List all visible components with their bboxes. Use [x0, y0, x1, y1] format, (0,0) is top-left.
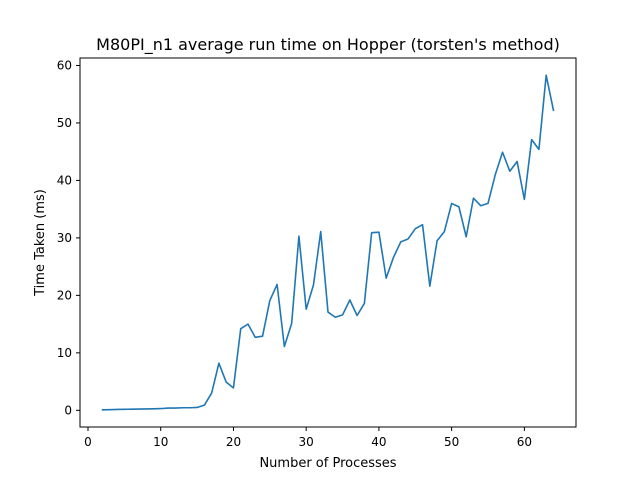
data-point: [487, 203, 489, 205]
data-point: [298, 235, 300, 237]
x-tick-label: 30: [299, 435, 314, 449]
data-point: [342, 314, 344, 316]
data-point: [422, 224, 424, 226]
data-point: [160, 408, 162, 410]
data-point: [364, 303, 366, 305]
data-point: [393, 257, 395, 259]
data-point: [371, 232, 373, 234]
data-point: [153, 408, 155, 410]
data-point: [284, 346, 286, 348]
data-point: [276, 284, 278, 286]
data-point: [502, 151, 504, 153]
data-point: [414, 228, 416, 230]
y-tick-label: 50: [57, 116, 72, 130]
data-point: [429, 285, 431, 287]
data-point: [204, 404, 206, 406]
y-tick-label: 20: [57, 288, 72, 302]
data-point: [138, 408, 140, 410]
data-point: [262, 335, 264, 337]
data-point: [349, 299, 351, 301]
x-tick-label: 10: [153, 435, 168, 449]
data-point: [167, 407, 169, 409]
data-point: [465, 236, 467, 238]
series-line: [101, 74, 555, 411]
data-point: [334, 316, 336, 318]
data-point: [233, 387, 235, 389]
data-point: [320, 231, 322, 233]
data-point: [480, 205, 482, 207]
data-point: [102, 409, 104, 411]
data-point: [553, 110, 555, 112]
data-point: [444, 231, 446, 233]
data-point: [124, 409, 126, 411]
data-point: [240, 328, 242, 330]
data-point: [451, 203, 453, 205]
data-point: [494, 174, 496, 176]
y-tick-label: 40: [57, 173, 72, 187]
data-point: [378, 231, 380, 233]
data-point: [225, 381, 227, 383]
x-tick-label: 50: [444, 435, 459, 449]
data-point: [509, 170, 511, 172]
data-point: [473, 197, 475, 199]
data-point: [196, 407, 198, 409]
data-point: [327, 311, 329, 313]
data-point: [189, 407, 191, 409]
axes-frame: [79, 57, 577, 428]
data-point: [247, 323, 249, 325]
data-point: [269, 300, 271, 302]
data-point: [524, 199, 526, 201]
data-point: [174, 407, 176, 409]
data-point: [545, 74, 547, 76]
data-point: [305, 308, 307, 310]
x-tick-label: 40: [371, 435, 386, 449]
data-point: [356, 315, 358, 317]
data-point: [436, 240, 438, 242]
y-tick-label: 0: [64, 403, 72, 417]
data-point: [458, 206, 460, 208]
data-point: [385, 277, 387, 279]
y-tick-label: 30: [57, 231, 72, 245]
x-tick-label: 0: [84, 435, 92, 449]
data-point: [400, 241, 402, 243]
x-tick-label: 60: [517, 435, 532, 449]
data-point: [145, 408, 147, 410]
data-point: [538, 149, 540, 151]
data-point: [313, 284, 315, 286]
x-axis-label: Number of Processes: [259, 456, 396, 471]
y-tick-label: 60: [57, 58, 72, 72]
data-point: [291, 323, 293, 325]
plot-area: 0 10 20 30 40 50 60 0 10 20 30 40 50 60: [57, 58, 555, 449]
data-point: [182, 407, 184, 409]
y-axis-label: Time Taken (ms): [33, 189, 48, 297]
data-point: [116, 409, 118, 411]
data-point: [516, 161, 518, 163]
data-point: [254, 337, 256, 339]
data-point: [211, 392, 213, 394]
data-point: [531, 139, 533, 141]
x-tick-label: 20: [226, 435, 241, 449]
y-tick-label: 10: [57, 346, 72, 360]
data-point: [218, 362, 220, 364]
data-point: [131, 408, 133, 410]
chart-title: M80PI_n1 average run time on Hopper (tor…: [96, 35, 560, 55]
data-point: [109, 409, 111, 411]
data-point: [407, 238, 409, 240]
